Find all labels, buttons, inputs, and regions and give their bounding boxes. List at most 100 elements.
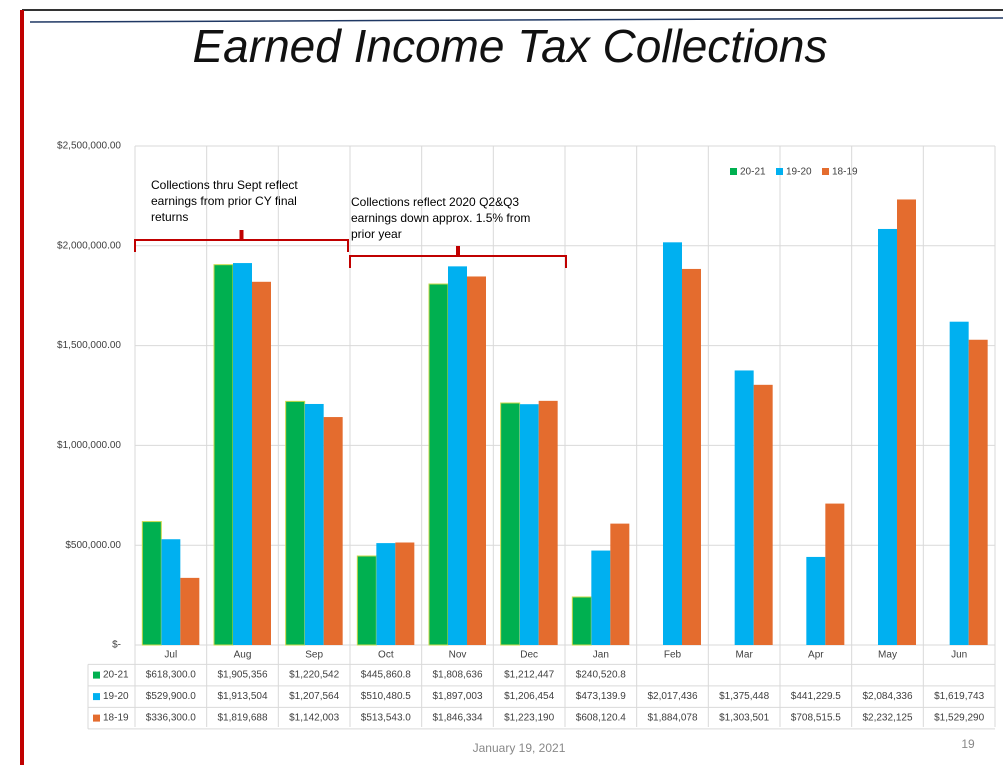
bar <box>252 281 271 645</box>
y-tick-label: $500,000.00 <box>65 540 121 551</box>
legend-key <box>776 168 783 175</box>
x-tick-label: Aug <box>234 650 252 661</box>
bar <box>467 276 486 645</box>
table-cell: $1,913,504 <box>217 691 267 702</box>
table-cell: $1,220,542 <box>289 670 339 681</box>
bar <box>878 228 897 645</box>
table-cell: $1,884,078 <box>647 713 697 724</box>
table-cell: $708,515.5 <box>791 713 841 724</box>
table-cell: $473,139.9 <box>576 691 626 702</box>
x-tick-label: Apr <box>808 650 824 661</box>
x-tick-label: Dec <box>520 650 538 661</box>
table-cell: $441,229.5 <box>791 691 841 702</box>
table-cell: $1,206,454 <box>504 691 554 702</box>
footer-date: January 19, 2021 <box>473 741 566 755</box>
table-cell: $1,846,334 <box>432 713 482 724</box>
y-tick-label: $2,500,000.00 <box>57 141 121 152</box>
bar <box>897 199 916 646</box>
table-legend-key <box>93 693 100 701</box>
bar <box>591 550 611 645</box>
bar <box>682 268 701 645</box>
x-tick-label: Mar <box>736 650 754 661</box>
table-cell: $1,375,448 <box>719 691 769 702</box>
x-tick-label: May <box>878 650 897 661</box>
table-cell: $1,207,564 <box>289 691 339 702</box>
table-cell: $618,300.0 <box>146 670 196 681</box>
table-cell: $2,084,336 <box>862 691 912 702</box>
bar <box>610 523 630 645</box>
table-cell: $2,232,125 <box>862 713 912 724</box>
annotation: earnings from prior CY final <box>151 194 297 208</box>
legend-key <box>822 168 829 175</box>
table-cell: $1,212,447 <box>504 670 554 681</box>
table-cell: $336,300.0 <box>146 713 196 724</box>
bar <box>806 556 826 645</box>
legend-key <box>730 168 737 175</box>
bar <box>825 503 845 645</box>
bar <box>161 539 181 645</box>
bar <box>304 403 324 645</box>
bar <box>968 339 988 645</box>
table-cell: $1,619,743 <box>934 691 984 702</box>
y-tick-label: $2,000,000.00 <box>57 240 121 251</box>
bar <box>663 242 682 646</box>
x-tick-label: Jul <box>164 650 177 661</box>
annotation: prior year <box>351 227 402 241</box>
table-legend-key <box>93 714 100 722</box>
table-cell: $529,900.0 <box>146 691 196 702</box>
bar <box>428 283 449 646</box>
table-cell: $513,543.0 <box>361 713 411 724</box>
y-tick-label: $- <box>112 640 121 651</box>
annotation: Collections thru Sept reflect <box>151 178 298 192</box>
legend-label: 18-19 <box>832 167 858 178</box>
table-cell: $1,142,003 <box>289 713 339 724</box>
bar <box>376 543 396 645</box>
bar <box>213 264 234 646</box>
bar <box>949 321 969 645</box>
bar <box>180 577 200 645</box>
table-cell: $1,808,636 <box>432 670 482 681</box>
bar <box>395 542 415 645</box>
x-tick-label: Jun <box>951 650 967 661</box>
table-cell: $1,529,290 <box>934 713 984 724</box>
annotation: earnings down approx. 1.5% from <box>351 211 530 225</box>
page-number: 19 <box>961 737 975 751</box>
bar <box>571 596 592 646</box>
table-cell: $1,897,003 <box>432 691 482 702</box>
annotation-brace <box>134 230 349 252</box>
annotation: Collections reflect 2020 Q2&Q3 <box>351 195 519 209</box>
table-series-name: 19-20 <box>103 691 129 702</box>
table-series-name: 18-19 <box>103 713 129 724</box>
x-tick-label: Feb <box>664 650 682 661</box>
bar <box>285 400 306 646</box>
y-tick-label: $1,500,000.00 <box>57 340 121 351</box>
bar <box>500 402 521 646</box>
bar <box>538 400 558 645</box>
bar <box>233 263 252 645</box>
legend-label: 20-21 <box>740 167 766 178</box>
table-cell: $608,120.4 <box>576 713 626 724</box>
bar <box>323 417 343 645</box>
legend-label: 19-20 <box>786 167 812 178</box>
x-tick-label: Sep <box>305 650 323 661</box>
table-series-name: 20-21 <box>103 670 129 681</box>
bar <box>734 370 754 645</box>
x-tick-label: Oct <box>378 650 394 661</box>
table-cell: $510,480.5 <box>361 691 411 702</box>
bar <box>519 404 539 645</box>
x-tick-label: Nov <box>449 650 467 661</box>
bar <box>141 521 162 646</box>
x-tick-label: Jan <box>593 650 609 661</box>
table-legend-key <box>93 671 100 679</box>
bar <box>356 555 377 646</box>
annotation-brace <box>349 246 567 268</box>
table-cell: $2,017,436 <box>647 691 697 702</box>
slide-title: Earned Income Tax Collections <box>193 20 828 72</box>
table-cell: $1,303,501 <box>719 713 769 724</box>
bar <box>753 384 773 645</box>
y-tick-label: $1,000,000.00 <box>57 440 121 451</box>
table-cell: $240,520.8 <box>576 670 626 681</box>
table-cell: $1,223,190 <box>504 713 554 724</box>
